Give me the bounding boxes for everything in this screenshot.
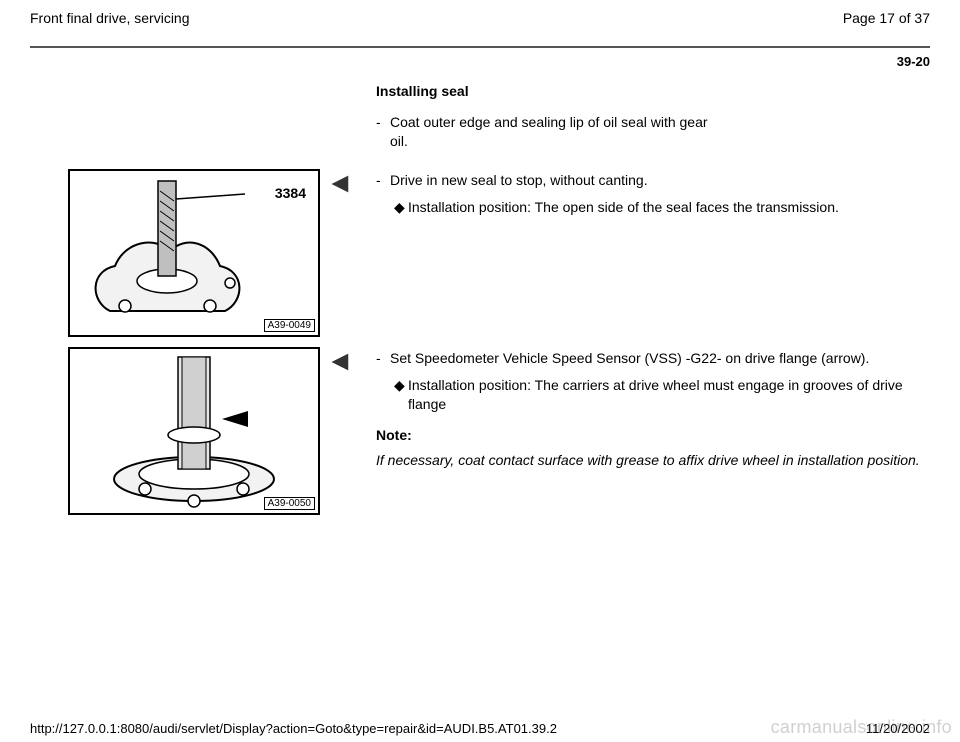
bullet-glyph: ◆ <box>394 198 408 217</box>
block-1: 3384 A39-0049 ◄ - Drive in new seal to s… <box>30 169 930 337</box>
block2-step-text: Set Speedometer Vehicle Speed Sensor (VS… <box>390 349 930 368</box>
figure-2-svg <box>70 349 318 513</box>
block-1-text: ◄ - Drive in new seal to stop, without c… <box>330 169 930 225</box>
figure-1: 3384 A39-0049 <box>68 169 320 337</box>
block1-step-text: Drive in new seal to stop, without canti… <box>390 171 930 190</box>
note-text: If necessary, coat contact surface with … <box>376 451 930 470</box>
figure-2-col: A39-0050 <box>30 347 330 515</box>
dash-glyph: - <box>376 171 390 190</box>
figure-2-id: A39-0050 <box>264 497 315 510</box>
block2-bullet-text: Installation position: The carriers at d… <box>408 376 930 414</box>
section-heading: Installing seal <box>376 83 930 99</box>
intro-step-text: Coat outer edge and sealing lip of oil s… <box>390 113 710 151</box>
section-number: 39-20 <box>30 54 930 69</box>
block1-step: - Drive in new seal to stop, without can… <box>376 171 930 190</box>
block1-bullet: ◆ Installation position: The open side o… <box>394 198 930 217</box>
page: Front final drive, servicing Page 17 of … <box>0 0 960 742</box>
intro-block: Installing seal - Coat outer edge and se… <box>30 81 930 159</box>
page-footer: http://127.0.0.1:8080/audi/servlet/Displ… <box>30 721 930 736</box>
bullet-glyph: ◆ <box>394 376 408 414</box>
block1-bullet-text: Installation position: The open side of … <box>408 198 930 217</box>
footer-date: 11/20/2002 <box>866 721 930 736</box>
dash-glyph: - <box>376 349 390 368</box>
block-2-text: ◄ - Set Speedometer Vehicle Speed Sensor… <box>330 347 930 471</box>
intro-step: - Coat outer edge and sealing lip of oil… <box>376 113 930 151</box>
pointer-left-icon: ◄ <box>326 345 354 377</box>
intro-text: Installing seal - Coat outer edge and se… <box>330 81 930 159</box>
header-rule <box>30 46 930 48</box>
dash-glyph: - <box>376 113 390 151</box>
block2-bullet: ◆ Installation position: The carriers at… <box>394 376 930 414</box>
page-header: Front final drive, servicing Page 17 of … <box>30 10 930 46</box>
figure-1-label: 3384 <box>275 185 306 201</box>
page-indicator: Page 17 of 37 <box>843 10 930 26</box>
pointer-left-icon: ◄ <box>326 167 354 199</box>
footer-url: http://127.0.0.1:8080/audi/servlet/Displ… <box>30 721 557 736</box>
block-2: A39-0050 ◄ - Set Speedometer Vehicle Spe… <box>30 347 930 515</box>
figure-1-id: A39-0049 <box>264 319 315 332</box>
note-label: Note: <box>376 427 930 443</box>
figure-2: A39-0050 <box>68 347 320 515</box>
doc-title: Front final drive, servicing <box>30 10 190 26</box>
figure-1-col: 3384 A39-0049 <box>30 169 330 337</box>
block2-step: - Set Speedometer Vehicle Speed Sensor (… <box>376 349 930 368</box>
